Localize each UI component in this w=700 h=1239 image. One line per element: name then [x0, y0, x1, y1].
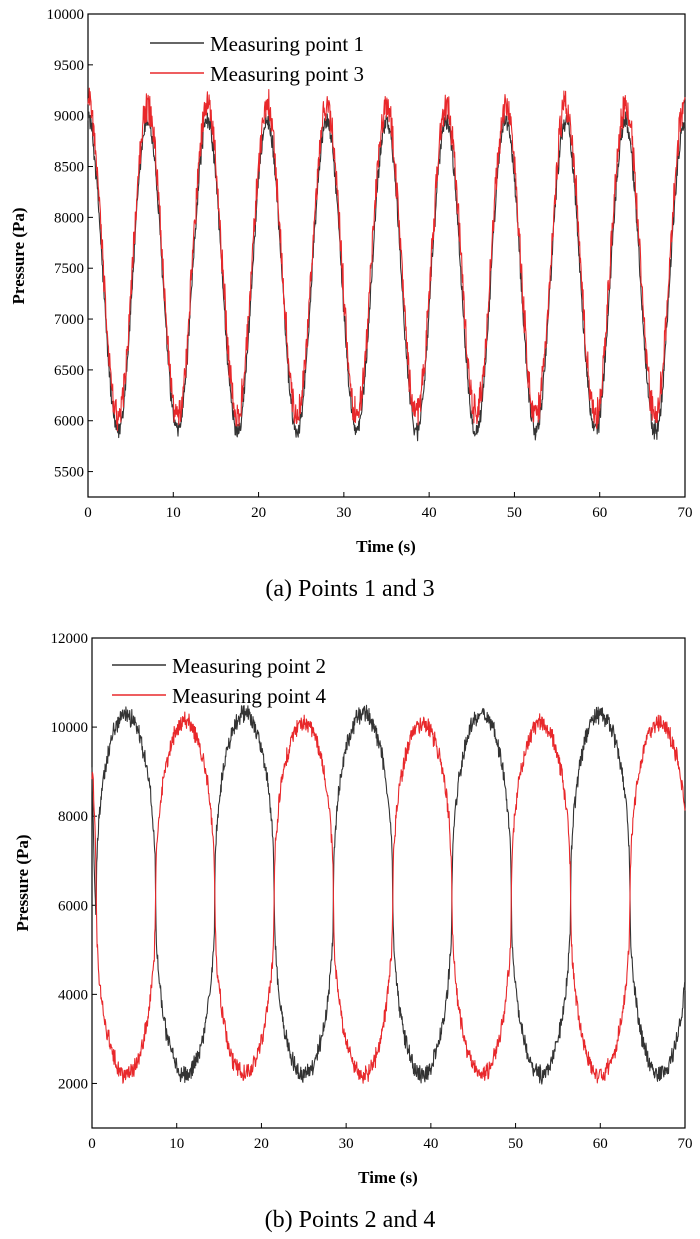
x-tick-label: 0	[88, 1136, 96, 1152]
legend-label-point-2: Measuring point 2	[172, 654, 326, 678]
x-ticks-b: 0 10 20 30 40 50 60 70	[88, 1123, 693, 1152]
y-tick-label: 4000	[58, 987, 88, 1003]
y-tick-label: 7000	[54, 312, 84, 328]
x-axis-label-a: Time (s)	[356, 537, 416, 556]
y-tick-label: 6500	[54, 363, 84, 379]
plot-frame-a	[87, 13, 686, 498]
y-axis-label-b: Pressure (Pa)	[13, 834, 32, 931]
y-tick-label: 10000	[47, 7, 85, 23]
y-tick-label: 6000	[58, 898, 88, 914]
y-tick-label: 8500	[54, 160, 84, 176]
x-tick-label: 50	[508, 1136, 523, 1152]
chart-b: 2000 4000 6000 8000 10000 12000 0 10 20 30 40 50 60…	[13, 631, 693, 1233]
legend-label-point-1: Measuring point 1	[210, 32, 364, 56]
x-axis-label-b: Time (s)	[358, 1168, 418, 1187]
x-tick-label: 60	[593, 1136, 608, 1152]
y-tick-label: 2000	[58, 1076, 88, 1092]
y-tick-label: 7500	[54, 261, 84, 277]
x-tick-label: 50	[507, 505, 522, 521]
x-tick-label: 40	[422, 505, 437, 521]
y-axis-label-a: Pressure (Pa)	[9, 207, 28, 304]
x-tick-label: 60	[592, 505, 607, 521]
caption-b: (b) Points 2 and 4	[265, 1207, 436, 1233]
x-tick-label: 30	[339, 1136, 354, 1152]
y-tick-label: 9500	[54, 58, 84, 74]
x-tick-label: 20	[254, 1136, 269, 1152]
y-ticks-a: 5500 6000 6500 7000 7500 8000 8500 9000 9500 1000…	[47, 7, 93, 481]
y-tick-label: 12000	[51, 631, 89, 647]
series-line-measuring-point-3	[87, 87, 686, 432]
series-line-measuring-point-2	[91, 704, 686, 1085]
series-line-measuring-point-1	[87, 111, 686, 442]
x-tick-label: 0	[84, 505, 92, 521]
plot-frame-b	[91, 637, 686, 1129]
y-ticks-b: 2000 4000 6000 8000 10000 12000	[51, 631, 97, 1092]
x-tick-label: 10	[166, 505, 181, 521]
x-tick-label: 70	[678, 1136, 693, 1152]
legend-label-point-4: Measuring point 4	[172, 684, 326, 708]
x-ticks-a: 0 10 20 30 40 50 60 70	[84, 492, 693, 521]
y-tick-label: 8000	[54, 210, 84, 226]
series-lines-a	[87, 87, 686, 442]
x-tick-label: 10	[169, 1136, 184, 1152]
legend-b: Measuring point 2 Measuring point 4	[112, 654, 326, 708]
x-tick-label: 30	[336, 505, 351, 521]
y-tick-label: 10000	[51, 720, 89, 736]
legend-a: Measuring point 1 Measuring point 3	[150, 32, 364, 86]
x-tick-label: 70	[678, 505, 693, 521]
y-tick-label: 5500	[54, 465, 84, 481]
caption-a: (a) Points 1 and 3	[265, 576, 434, 602]
chart-a: 5500600065007000750080008500900095001000…	[9, 7, 693, 602]
y-tick-label: 8000	[58, 809, 88, 825]
y-tick-label: 6000	[54, 414, 84, 430]
legend-label-point-3: Measuring point 3	[210, 62, 364, 86]
x-tick-label: 40	[423, 1136, 438, 1152]
series-lines-b	[91, 704, 686, 1085]
series-line-measuring-point-4	[91, 711, 686, 1084]
x-tick-label: 20	[251, 505, 266, 521]
y-tick-label: 9000	[54, 109, 84, 125]
